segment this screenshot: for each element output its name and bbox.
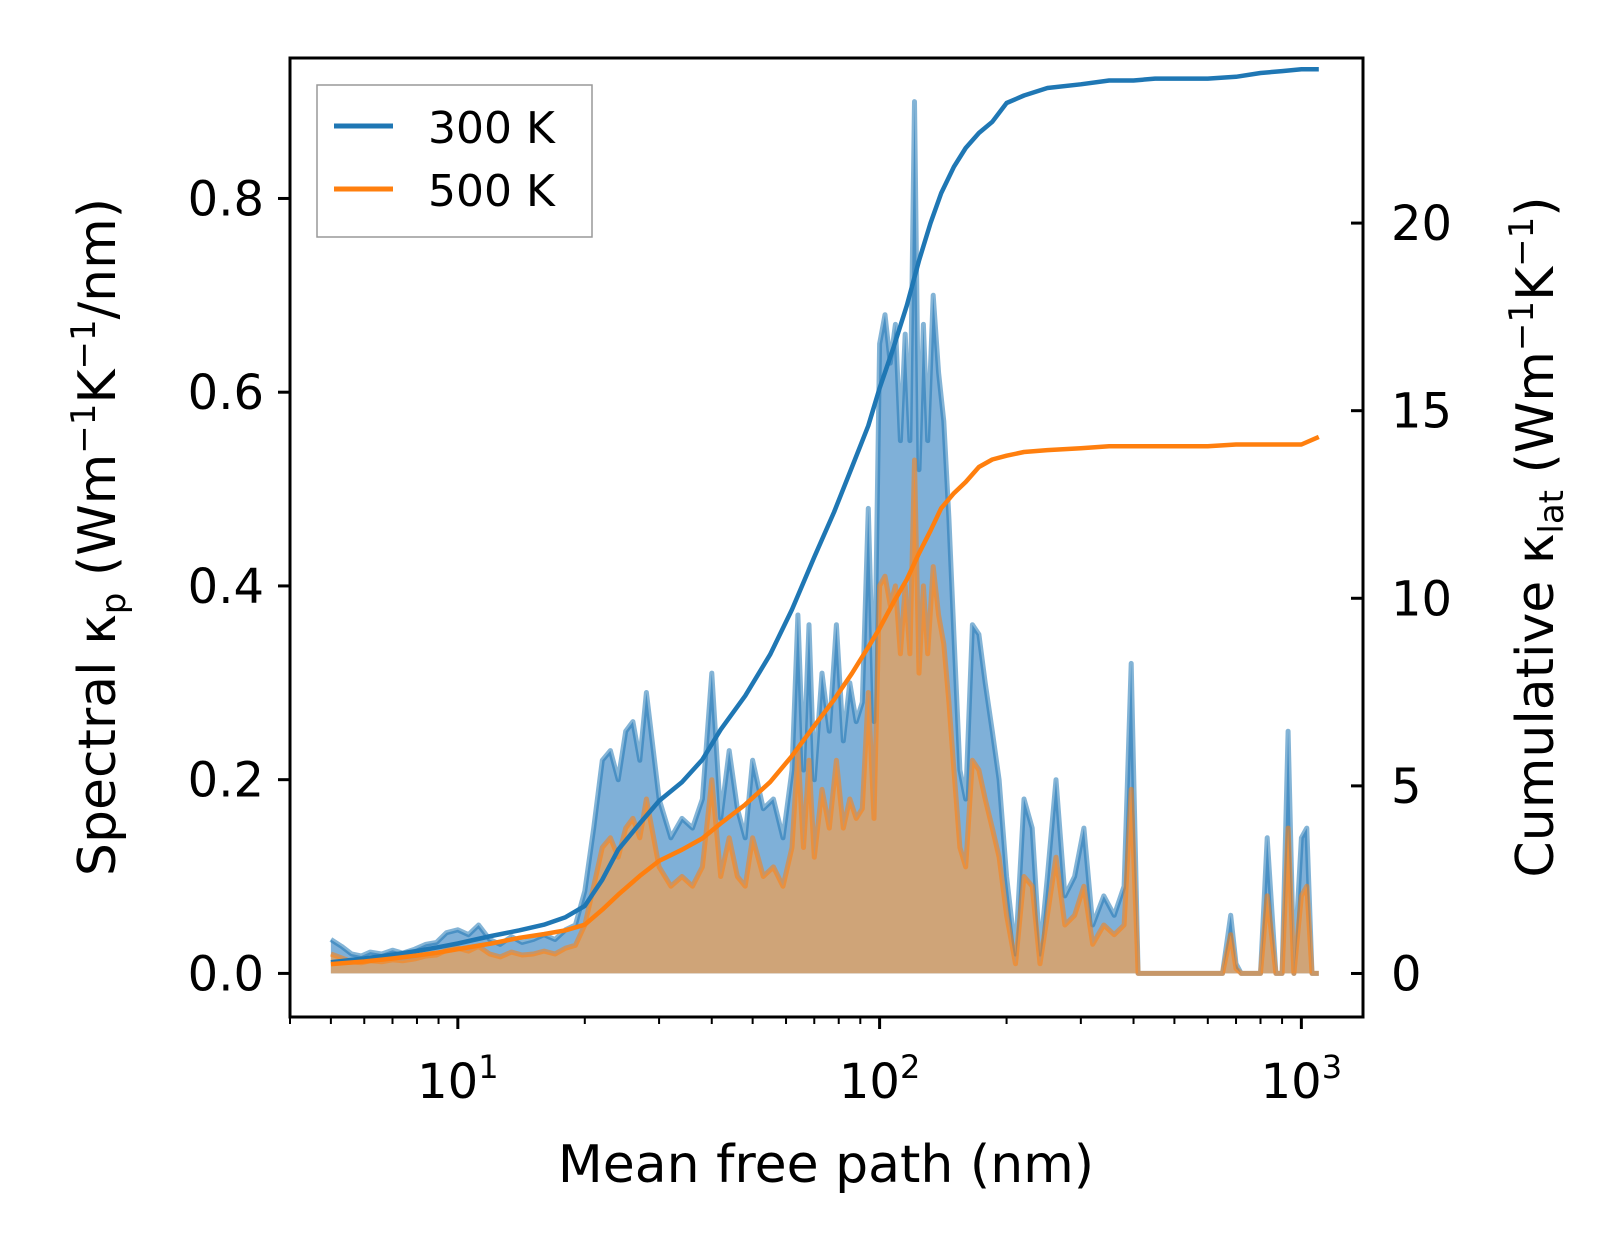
spectral-area-500k [330, 460, 1319, 974]
x-tick-label: 101 [417, 1048, 498, 1110]
y-left-label-exp2: −1 [64, 319, 104, 369]
y-left-label-end: /nm) [68, 198, 128, 319]
x-axis-label: Mean free path (nm) [558, 1135, 1094, 1195]
y-right-tick-label: 10 [1391, 571, 1452, 627]
x-tick-exp: 3 [1322, 1048, 1342, 1086]
y-right-tick-label: 0 [1391, 946, 1422, 1002]
x-tick-label: 102 [839, 1048, 920, 1110]
legend-label-500k: 500 K [428, 166, 556, 217]
cumulative-lines [330, 67, 1320, 967]
spectral-edge-500k [330, 457, 1319, 976]
plot-frame [288, 56, 1365, 1019]
x-tick-label: 103 [1261, 1048, 1342, 1110]
legend: 300 K 500 K [316, 84, 593, 238]
y-right-label-mid: K [1506, 265, 1566, 301]
y-right-label-exp2: −1 [1502, 217, 1542, 267]
y-axis-left-label: Spectral κp (Wm−1K−1/nm) [64, 198, 134, 876]
y-left-label-sub: p [94, 593, 134, 615]
y-left-label-units: (Wm [68, 454, 128, 593]
y-left-tick-label: 0.8 [188, 171, 264, 227]
y-right-label-sub: lat [1532, 490, 1572, 534]
y-left-tick-label: 0.0 [188, 946, 264, 1002]
x-tick-base: 10 [417, 1054, 478, 1110]
cumulative-line-500k [330, 434, 1320, 967]
x-tick-base: 10 [839, 1054, 900, 1110]
legend-box [316, 84, 593, 238]
y-left-label-main: Spectral κ [68, 614, 128, 876]
y-left-label-exp1: −1 [64, 404, 104, 454]
y-right-label-end: ) [1506, 196, 1566, 216]
legend-label-300k: 300 K [428, 103, 556, 154]
y-axis-right-label: Cumulative κlat (Wm−1K−1) [1502, 196, 1572, 877]
y-left-tick-label: 0.4 [188, 559, 264, 615]
y-left-label-mid: K [68, 368, 128, 404]
y-left-tick-label: 0.2 [188, 753, 264, 809]
x-tick-exp: 1 [478, 1048, 498, 1086]
y-right-label-main: Cumulative κ [1506, 534, 1566, 878]
y-left-tick-label: 0.6 [188, 365, 264, 421]
cumulative-line-300k [330, 67, 1319, 965]
y-right-tick-label: 20 [1391, 196, 1452, 252]
x-tick-exp: 2 [900, 1048, 920, 1086]
x-tick-base: 10 [1261, 1054, 1322, 1110]
y-right-tick-label: 15 [1391, 384, 1452, 440]
y-right-label-units: (Wm [1506, 351, 1566, 490]
y-right-tick-label: 5 [1391, 759, 1422, 815]
y-right-label-exp1: −1 [1502, 301, 1542, 351]
